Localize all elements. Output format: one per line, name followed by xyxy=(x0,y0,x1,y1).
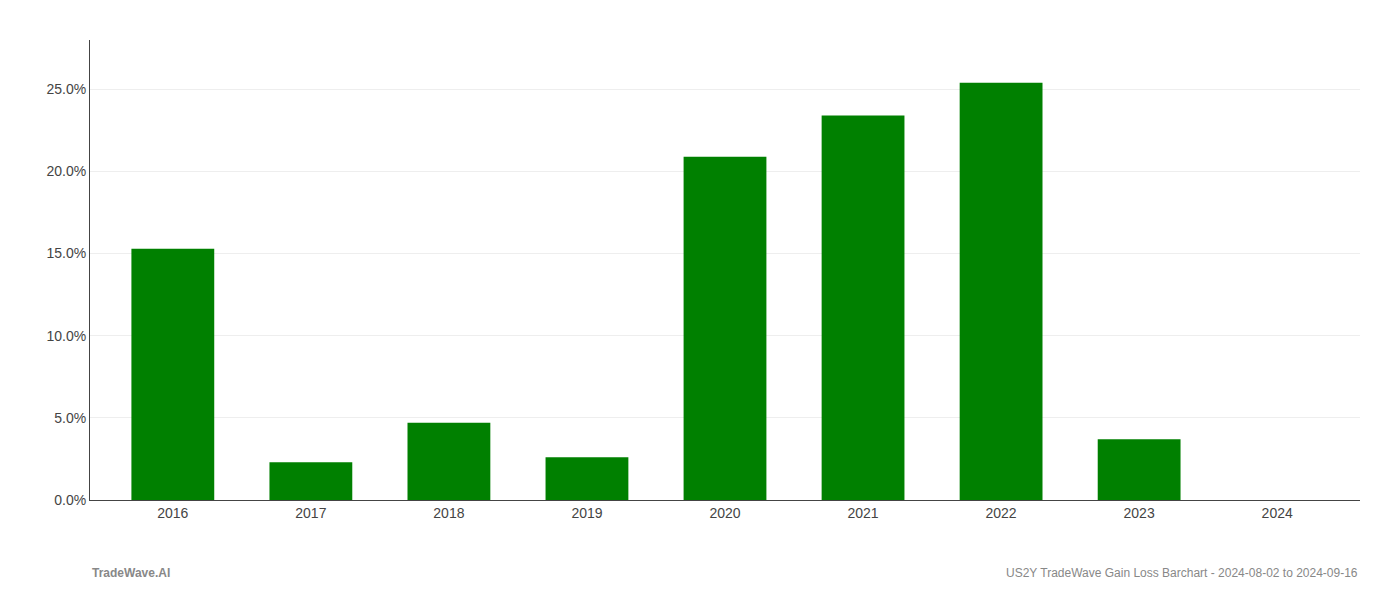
svg-text:10.0%: 10.0% xyxy=(46,328,86,344)
svg-text:2019: 2019 xyxy=(571,505,602,521)
svg-text:0.0%: 0.0% xyxy=(54,492,86,508)
svg-text:2024: 2024 xyxy=(1262,505,1293,521)
svg-text:20.0%: 20.0% xyxy=(46,163,86,179)
svg-text:US2Y TradeWave Gain Loss Barch: US2Y TradeWave Gain Loss Barchart - 2024… xyxy=(1006,566,1358,580)
svg-text:5.0%: 5.0% xyxy=(54,410,86,426)
svg-text:2016: 2016 xyxy=(157,505,188,521)
svg-text:2020: 2020 xyxy=(709,505,740,521)
svg-text:2021: 2021 xyxy=(847,505,878,521)
svg-text:TradeWave.AI: TradeWave.AI xyxy=(92,566,170,580)
svg-text:2017: 2017 xyxy=(295,505,326,521)
svg-text:2023: 2023 xyxy=(1124,505,1155,521)
svg-text:2018: 2018 xyxy=(433,505,464,521)
svg-text:25.0%: 25.0% xyxy=(46,81,86,97)
svg-text:15.0%: 15.0% xyxy=(46,245,86,261)
svg-text:2022: 2022 xyxy=(986,505,1017,521)
